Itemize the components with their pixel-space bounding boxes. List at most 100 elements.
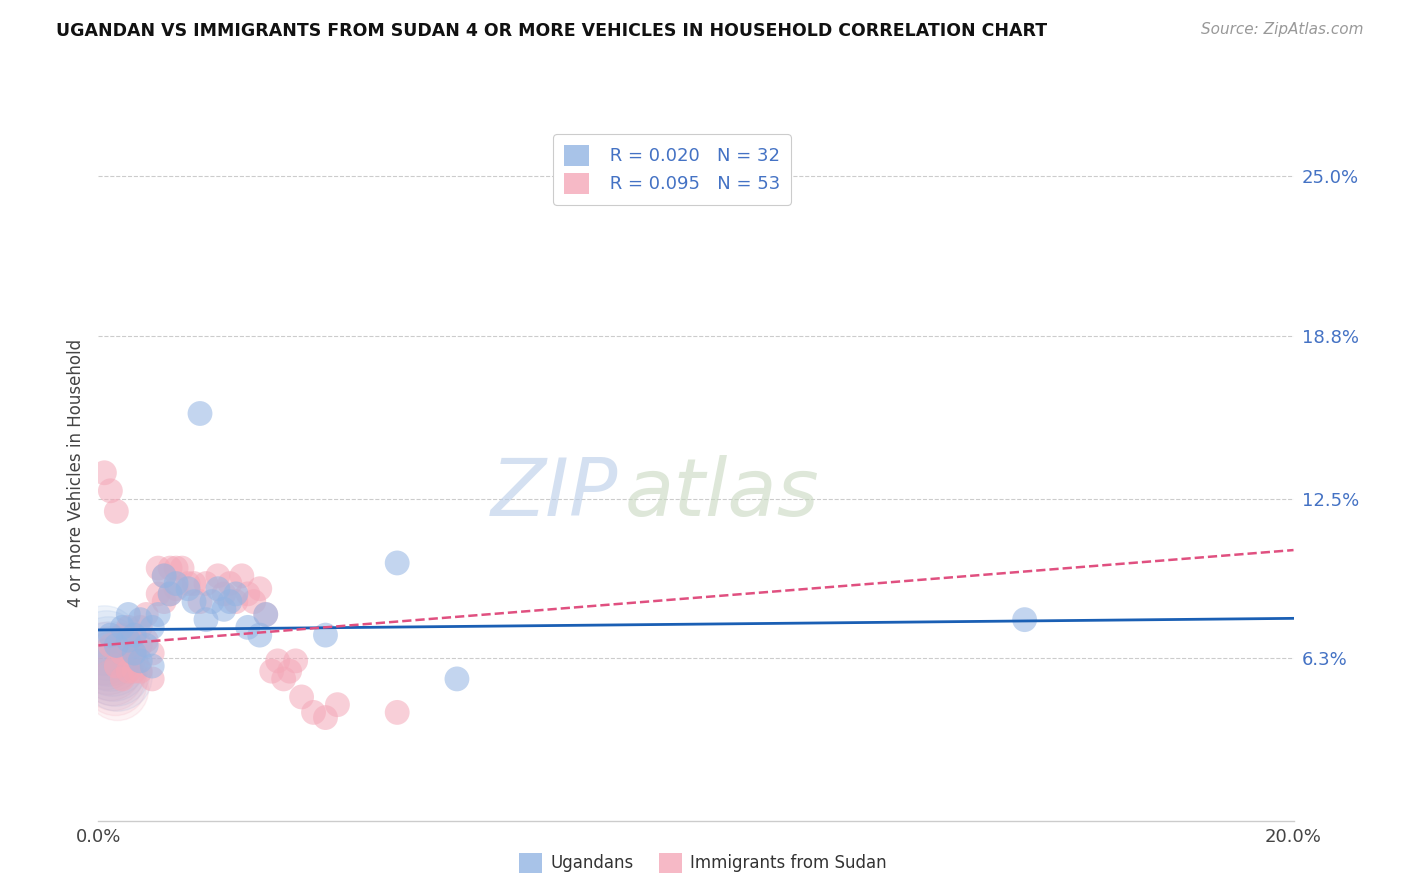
Point: [278, 664, 301, 678]
Point: [111, 620, 134, 634]
Point: [141, 620, 163, 634]
Point: [124, 646, 146, 660]
Point: [183, 576, 205, 591]
Point: [207, 582, 229, 596]
Point: [236, 620, 259, 634]
Point: [207, 569, 229, 583]
Point: [177, 582, 200, 596]
Point: [177, 576, 200, 591]
Point: [219, 594, 242, 608]
Point: [135, 633, 157, 648]
Point: [105, 682, 128, 697]
Point: [135, 607, 157, 622]
Point: [165, 576, 187, 591]
Point: [159, 561, 181, 575]
Text: Source: ZipAtlas.com: Source: ZipAtlas.com: [1201, 22, 1364, 37]
Point: [172, 561, 194, 575]
Point: [201, 594, 224, 608]
Point: [100, 666, 122, 681]
Point: [129, 620, 152, 634]
Point: [96, 639, 118, 653]
Point: [129, 664, 152, 678]
Point: [98, 648, 121, 663]
Point: [225, 594, 247, 608]
Point: [141, 646, 163, 660]
Point: [385, 706, 409, 720]
Point: [105, 504, 128, 518]
Point: [326, 698, 349, 712]
Y-axis label: 4 or more Vehicles in Household: 4 or more Vehicles in Household: [66, 339, 84, 607]
Point: [254, 607, 277, 622]
Point: [141, 659, 163, 673]
Point: [260, 664, 283, 678]
Point: [212, 602, 235, 616]
Point: [153, 569, 176, 583]
Point: [236, 587, 259, 601]
Point: [231, 569, 253, 583]
Point: [446, 672, 468, 686]
Point: [100, 628, 122, 642]
Point: [98, 662, 121, 676]
Point: [117, 664, 139, 678]
Point: [302, 706, 325, 720]
Point: [1014, 613, 1036, 627]
Point: [100, 483, 122, 498]
Point: [103, 672, 125, 686]
Point: [254, 607, 277, 622]
Point: [124, 664, 146, 678]
Text: atlas: atlas: [624, 455, 820, 533]
Legend: Ugandans, Immigrants from Sudan: Ugandans, Immigrants from Sudan: [512, 847, 894, 880]
Point: [148, 561, 170, 575]
Point: [165, 582, 187, 596]
Point: [111, 646, 134, 660]
Point: [225, 587, 247, 601]
Text: ZIP: ZIP: [491, 455, 619, 533]
Point: [129, 613, 152, 627]
Legend:  R = 0.020   N = 32,  R = 0.095   N = 53: R = 0.020 N = 32, R = 0.095 N = 53: [553, 134, 792, 204]
Point: [159, 587, 181, 601]
Point: [96, 651, 118, 665]
Point: [195, 576, 218, 591]
Text: UGANDAN VS IMMIGRANTS FROM SUDAN 4 OR MORE VEHICLES IN HOUSEHOLD CORRELATION CHA: UGANDAN VS IMMIGRANTS FROM SUDAN 4 OR MO…: [56, 22, 1047, 40]
Point: [315, 628, 337, 642]
Point: [105, 639, 128, 653]
Point: [153, 569, 176, 583]
Point: [97, 643, 120, 657]
Point: [124, 646, 146, 660]
Point: [104, 677, 127, 691]
Point: [183, 594, 205, 608]
Point: [124, 628, 146, 642]
Point: [124, 628, 146, 642]
Point: [249, 582, 271, 596]
Point: [117, 620, 139, 634]
Point: [129, 639, 152, 653]
Point: [93, 466, 115, 480]
Point: [117, 633, 139, 648]
Point: [100, 639, 122, 653]
Point: [111, 672, 134, 686]
Point: [212, 587, 235, 601]
Point: [103, 659, 125, 673]
Point: [315, 710, 337, 724]
Point: [159, 587, 181, 601]
Point: [165, 561, 187, 575]
Point: [97, 657, 120, 671]
Point: [188, 594, 211, 608]
Point: [243, 594, 266, 608]
Point: [291, 690, 314, 704]
Point: [267, 654, 290, 668]
Point: [249, 628, 271, 642]
Point: [117, 607, 139, 622]
Point: [188, 407, 211, 421]
Point: [273, 672, 295, 686]
Point: [135, 639, 157, 653]
Point: [117, 639, 139, 653]
Point: [141, 672, 163, 686]
Point: [93, 633, 115, 648]
Point: [105, 659, 128, 673]
Point: [100, 654, 122, 668]
Point: [153, 594, 176, 608]
Point: [93, 646, 115, 660]
Point: [104, 664, 127, 678]
Point: [385, 556, 409, 570]
